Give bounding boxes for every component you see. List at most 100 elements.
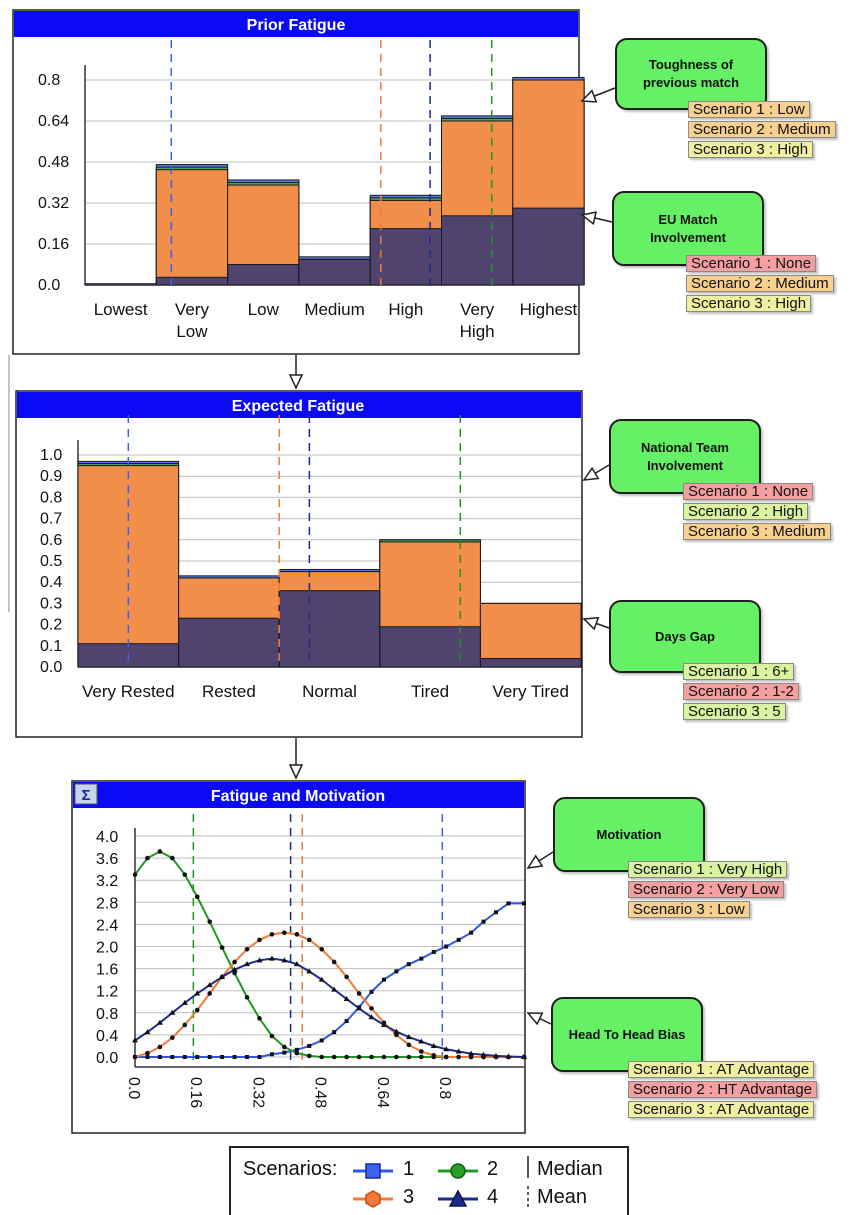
- motivation-scenario-2: Scenario 2 : Very Low: [628, 881, 784, 898]
- fm-point-3: [443, 1054, 449, 1060]
- fm-point-1: [307, 1043, 312, 1048]
- fm-point-1: [369, 989, 374, 994]
- fm-point-4: [144, 1029, 151, 1035]
- fm-point-4: [194, 990, 201, 996]
- ef-bar: [479, 658, 582, 668]
- head-to-head-note-label: Head To Head Bias: [568, 1026, 686, 1042]
- days-gap-note[interactable]: Days Gap: [609, 600, 761, 673]
- pf-bar: [155, 169, 229, 286]
- pf-ytick-label: 0.64: [38, 113, 69, 130]
- toughness-scenario-1: Scenario 1 : Low: [688, 101, 810, 118]
- toughness-note[interactable]: Toughness of previous match: [615, 38, 767, 110]
- fm-point-2: [132, 872, 138, 877]
- motivation-note[interactable]: Motivation: [553, 797, 705, 872]
- fm-point-3: [145, 1050, 150, 1056]
- fm-point-2: [207, 919, 212, 924]
- head-to-head-note[interactable]: Head To Head Bias: [551, 997, 703, 1072]
- fatigue-motivation-title-bar: [73, 782, 524, 808]
- fm-xtick-label: 0.64: [374, 1077, 391, 1108]
- arrow-toughness: [582, 87, 616, 101]
- fm-point-2: [356, 1054, 362, 1060]
- expected-fatigue-title: Expected Fatigue: [232, 398, 365, 415]
- fm-point-4: [132, 1037, 138, 1043]
- fm-point-4: [256, 957, 263, 963]
- pf-category-label: Lowest: [94, 300, 148, 319]
- fm-point-1: [207, 1055, 212, 1059]
- national-team-scenario-1: Scenario 1 : None: [683, 483, 814, 500]
- national-team-note[interactable]: National Team Involvement: [609, 419, 761, 494]
- fm-point-3: [394, 1032, 399, 1038]
- fm-point-4: [468, 1050, 475, 1056]
- eu-match-note[interactable]: EU Match Involvement: [612, 191, 764, 266]
- fm-point-2: [232, 970, 237, 976]
- fm-point-1: [332, 1030, 337, 1035]
- fm-point-4: [156, 1019, 163, 1025]
- fm-point-1: [344, 1019, 349, 1024]
- days-gap-scenario-1: Scenario 1 : 6+: [683, 663, 795, 680]
- fm-point-2: [282, 1044, 287, 1050]
- pf-bar: [227, 264, 300, 286]
- fm-ytick-label: 2.0: [96, 940, 118, 957]
- fm-point-1: [220, 1055, 225, 1059]
- fm-point-1: [232, 1055, 237, 1059]
- fm-point-2: [306, 1053, 312, 1059]
- prior-fatigue-chart: 0.0 0.16 0.32 0.48 0.64 0.8 Lowest Very Low Low Me…: [38, 40, 585, 341]
- fm-point-4: [306, 968, 313, 974]
- fm-point-3: [294, 932, 300, 937]
- legend-hexagon-icon: [365, 1190, 381, 1208]
- fm-point-1: [506, 901, 511, 906]
- fm-point-1: [381, 977, 386, 982]
- fm-point-3: [331, 959, 337, 965]
- arrow-national-team: [584, 464, 610, 480]
- fm-point-4: [368, 1014, 375, 1020]
- ef-ytick-label: 0.2: [40, 617, 62, 634]
- sigma-icon[interactable]: [74, 783, 98, 805]
- fm-point-3: [170, 1035, 175, 1040]
- expected-fatigue-title-bar: [17, 392, 581, 418]
- fm-xtick-label: 0.16: [187, 1077, 204, 1108]
- fm-point-2: [269, 1033, 275, 1039]
- fm-point-2: [419, 1054, 424, 1060]
- fm-point-1: [406, 962, 411, 967]
- fm-point-1: [245, 1055, 250, 1059]
- fm-point-2: [182, 872, 188, 877]
- fm-point-1: [282, 1050, 287, 1055]
- ef-bar: [178, 617, 280, 668]
- fm-ytick-label: 1.2: [96, 984, 118, 1001]
- fm-point-2: [394, 1054, 399, 1060]
- fm-point-4: [231, 966, 238, 972]
- legend-triangle-icon: [448, 1189, 468, 1207]
- fm-point-1: [195, 1055, 200, 1059]
- pf-bar: [512, 207, 585, 286]
- fm-point-4: [281, 957, 288, 963]
- legend-mean: Mean: [537, 1186, 588, 1208]
- fm-series-line-4: [134, 957, 525, 1058]
- fm-ytick-label: 0.4: [96, 1028, 118, 1045]
- head-to-head-scenario-3: Scenario 3 : AT Advantage: [628, 1101, 815, 1118]
- fm-point-3: [306, 937, 312, 943]
- pf-bar: [441, 215, 514, 286]
- fatigue-motivation-chart: 0.0 0.4 0.8 1.2 1.6 2.0 2.4 2.8 3.2 3.6 4.0 0.0 0.16…: [96, 814, 527, 1108]
- fm-point-3: [419, 1049, 424, 1054]
- motivation-note-label: Motivation: [596, 826, 662, 842]
- fm-point-3: [182, 1022, 188, 1028]
- legend-square-icon: [365, 1163, 381, 1179]
- pf-ytick-label: 0.16: [38, 236, 69, 253]
- legend-line-markers: [527, 1156, 529, 1210]
- fm-point-4: [418, 1038, 425, 1044]
- fm-point-4: [356, 1005, 363, 1011]
- fm-point-4: [206, 982, 213, 988]
- fm-point-3: [319, 946, 325, 952]
- fm-point-2: [257, 1016, 262, 1021]
- pf-category-label: High: [388, 300, 423, 319]
- fm-point-2: [381, 1054, 387, 1060]
- fm-ytick-label: 1.6: [96, 962, 118, 979]
- expected-fatigue-panel: Expected Fatigue 0.00.10.20.30.40.50.60.…: [15, 390, 583, 738]
- pf-bar: [298, 258, 371, 286]
- fm-point-3: [369, 1006, 374, 1011]
- legend-circle-icon: [450, 1163, 466, 1179]
- pf-category-label: Medium: [304, 300, 364, 319]
- ef-ytick-label: 0.4: [40, 574, 62, 591]
- fm-point-2: [319, 1054, 325, 1060]
